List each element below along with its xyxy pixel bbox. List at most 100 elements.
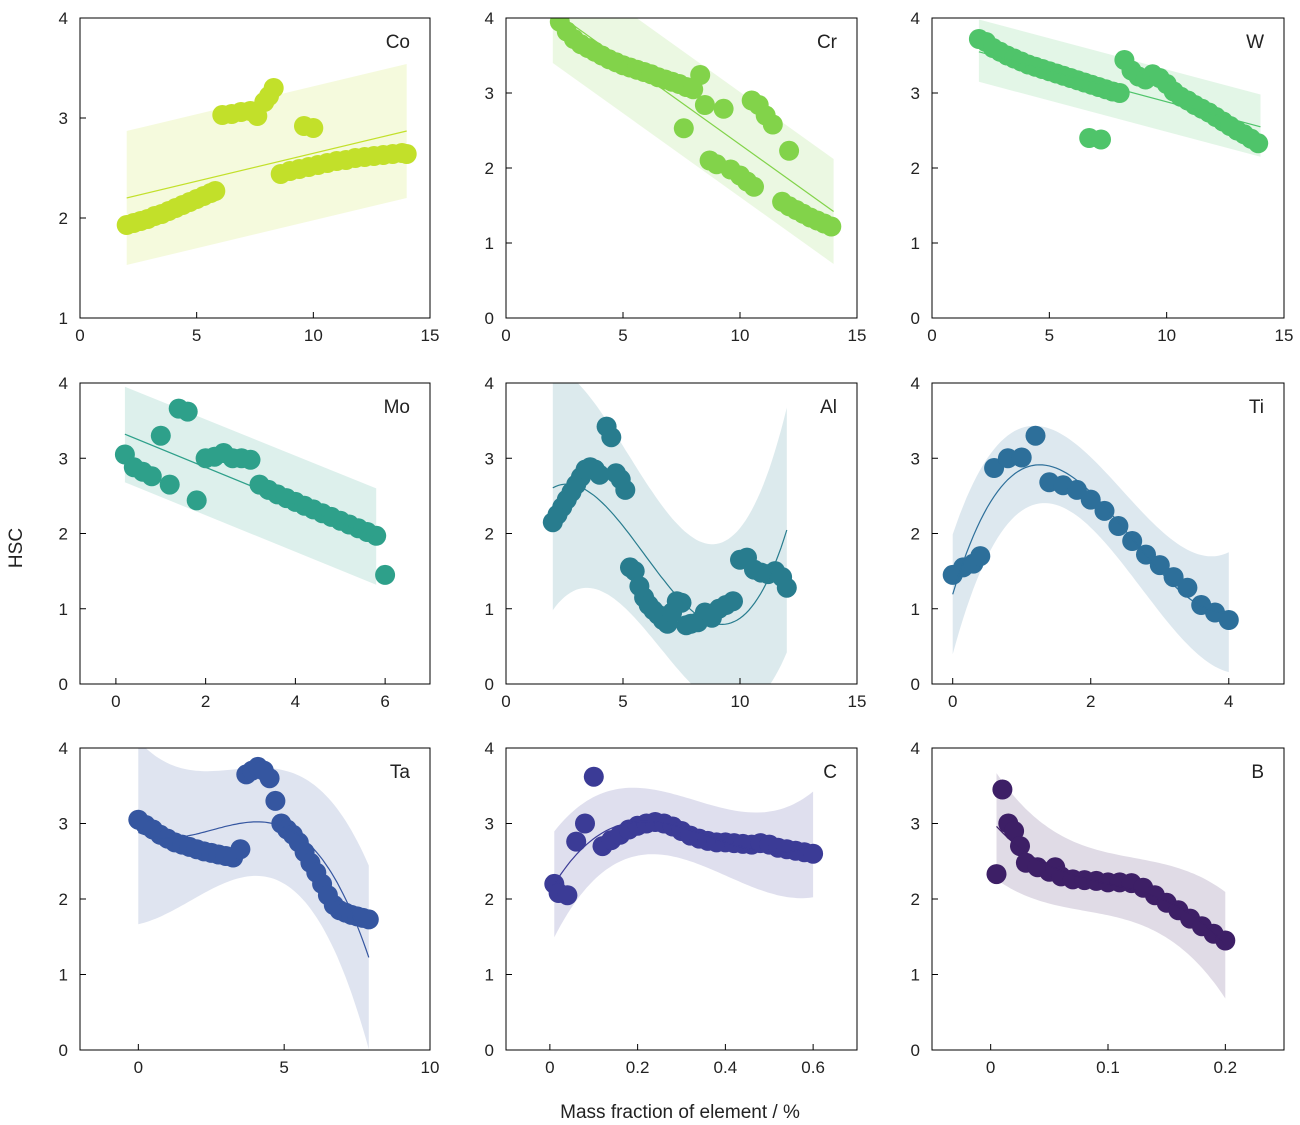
- plot-area: [986, 773, 1236, 999]
- data-point: [557, 885, 578, 906]
- data-point: [1122, 531, 1143, 551]
- data-point: [583, 766, 604, 787]
- data-point: [713, 98, 734, 119]
- data-point: [1080, 489, 1101, 510]
- y-tick-label: 1: [911, 234, 920, 253]
- x-tick-label: 15: [848, 692, 867, 711]
- y-tick-label: 1: [485, 600, 494, 619]
- y-tick-label: 0: [911, 1041, 920, 1060]
- fit-line: [996, 825, 1226, 946]
- y-tick-label: 2: [485, 159, 494, 178]
- y-tick-label: 1: [59, 600, 68, 619]
- data-point: [1108, 516, 1129, 536]
- panel-label: Co: [386, 32, 410, 53]
- x-tick-label: 15: [848, 326, 867, 345]
- y-tick-label: 4: [911, 739, 920, 758]
- panel-label: C: [823, 762, 837, 783]
- data-point: [375, 564, 396, 585]
- y-tick-label: 2: [485, 890, 494, 909]
- panel-label: Al: [820, 397, 837, 418]
- x-tick-label: 4: [1224, 692, 1233, 711]
- plot-frame: [79, 17, 431, 319]
- y-tick-label: 4: [485, 374, 494, 393]
- y-tick-label: 3: [485, 815, 494, 834]
- x-tick-label: 10: [1157, 326, 1176, 345]
- fit-line: [552, 483, 788, 626]
- y-tick-label: 2: [911, 159, 920, 178]
- y-tick-label: 3: [911, 815, 920, 834]
- plot-area: [128, 748, 379, 1050]
- plot-area: [942, 425, 1239, 673]
- y-tick-label: 1: [911, 966, 920, 985]
- plot-area: [968, 19, 1269, 157]
- data-point: [1004, 821, 1025, 841]
- x-tick-label: 2: [1086, 692, 1095, 711]
- x-tick-label: 6: [380, 692, 389, 711]
- y-tick-label: 3: [59, 109, 68, 128]
- x-tick-label: 0.2: [626, 1058, 650, 1077]
- data-point: [1215, 930, 1236, 951]
- y-tick-label: 0: [911, 675, 920, 694]
- fit-line: [126, 130, 407, 199]
- panel-b: 0 0.1 0.2 0 1 2 3 4 B: [911, 739, 1285, 1077]
- y-tick-label: 3: [59, 815, 68, 834]
- data-point: [366, 525, 387, 546]
- y-tick-label: 3: [911, 84, 920, 103]
- x-tick-label: 0.6: [801, 1058, 825, 1077]
- y-tick-label: 4: [485, 739, 494, 758]
- data-point: [303, 118, 324, 138]
- data-point: [358, 909, 379, 930]
- x-tick-label: 0: [545, 1058, 554, 1077]
- data-point: [265, 790, 286, 811]
- y-tick-label: 4: [59, 374, 68, 393]
- data-point: [205, 181, 226, 201]
- y-tick-label: 4: [485, 9, 494, 28]
- x-tick-label: 10: [731, 692, 750, 711]
- panel-cr: 0 5 10 15 0 1 2 3 4 Cr: [485, 9, 867, 345]
- y-tick-label: 2: [911, 890, 920, 909]
- y-tick-label: 3: [485, 84, 494, 103]
- plot-area: [544, 766, 824, 938]
- x-tick-label: 5: [1045, 326, 1054, 345]
- confidence-band: [138, 748, 369, 1050]
- x-tick-label: 2: [201, 692, 210, 711]
- x-axis-title: Mass fraction of element / %: [560, 1102, 800, 1123]
- data-point: [396, 144, 417, 164]
- x-tick-label: 4: [291, 692, 300, 711]
- data-point: [575, 813, 595, 834]
- data-point: [177, 401, 198, 422]
- plot-area: [114, 386, 396, 585]
- y-tick-label: 2: [59, 890, 68, 909]
- data-point: [150, 425, 171, 446]
- data-point: [566, 831, 587, 852]
- fit-line: [124, 433, 377, 538]
- x-tick-label: 0.2: [1214, 1058, 1238, 1077]
- y-tick-label: 0: [59, 1041, 68, 1060]
- y-tick-label: 3: [485, 449, 494, 468]
- panel-ta: 0 5 10 0 1 2 3 4 Ta: [59, 739, 440, 1077]
- y-tick-label: 2: [485, 525, 494, 544]
- panel-ti: 0 2 4 0 1 2 3 4 Ti: [911, 374, 1285, 711]
- data-point: [1149, 555, 1170, 576]
- data-point: [230, 839, 251, 860]
- data-point: [992, 779, 1013, 800]
- x-tick-label: 0.1: [1096, 1058, 1120, 1077]
- data-point: [601, 427, 622, 448]
- x-tick-label: 0: [75, 326, 84, 345]
- data-point: [1094, 500, 1115, 521]
- confidence-band: [552, 18, 834, 264]
- x-tick-label: 0.4: [714, 1058, 738, 1077]
- confidence-band: [554, 787, 814, 938]
- y-tick-label: 0: [485, 309, 494, 328]
- data-point: [141, 466, 162, 487]
- data-point: [624, 561, 645, 582]
- data-point: [259, 768, 280, 789]
- x-tick-label: 15: [421, 326, 440, 345]
- data-point: [673, 118, 694, 139]
- data-point: [723, 591, 743, 612]
- confidence-band: [952, 425, 1229, 673]
- data-point: [1163, 567, 1184, 588]
- panel-w: 0 5 10 15 0 1 2 3 4 W: [911, 9, 1294, 345]
